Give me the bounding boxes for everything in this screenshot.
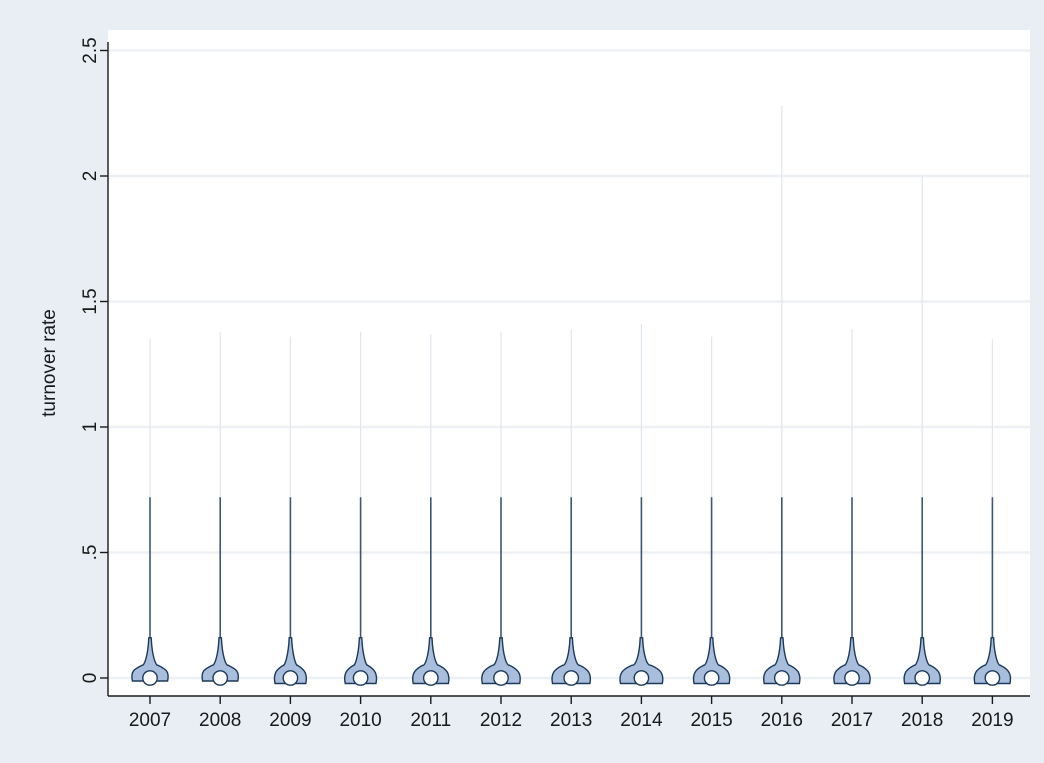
median-marker bbox=[984, 670, 1001, 686]
gridlines bbox=[109, 49, 1030, 680]
x-tick-label: 2015 bbox=[690, 710, 732, 731]
x-tick-label: 2014 bbox=[620, 710, 663, 731]
violin-body bbox=[344, 637, 378, 685]
median-marker bbox=[352, 670, 369, 686]
violin-body bbox=[201, 637, 239, 682]
x-tick-label: 2012 bbox=[480, 710, 522, 731]
violin-2008 bbox=[201, 331, 239, 686]
plot-area bbox=[108, 30, 1030, 696]
x-tick-label: 2018 bbox=[901, 710, 943, 731]
violin-2016 bbox=[763, 105, 801, 686]
median-marker bbox=[422, 670, 439, 686]
y-tick-label: 0 bbox=[80, 673, 101, 684]
axes: 0 .5 1 1.5 2 2.5 2007 2008 2009 2010 2011 2012 2013 2… bbox=[80, 37, 1030, 731]
median-marker bbox=[493, 670, 509, 686]
median-marker bbox=[844, 670, 860, 686]
violin-2010 bbox=[344, 331, 378, 686]
violin-2018 bbox=[903, 176, 941, 686]
violin-2007 bbox=[131, 339, 169, 686]
violin-body bbox=[481, 637, 521, 685]
violin-body bbox=[273, 637, 307, 685]
violin-body bbox=[973, 637, 1012, 685]
x-tick-label: 2007 bbox=[129, 710, 171, 731]
x-tick-label: 2009 bbox=[269, 710, 311, 731]
violin-body bbox=[692, 637, 731, 685]
x-tick-label: 2017 bbox=[831, 710, 873, 731]
violin-body bbox=[619, 637, 664, 685]
y-tick-label: .5 bbox=[80, 545, 101, 561]
median-marker bbox=[563, 670, 580, 686]
violin-2019 bbox=[973, 339, 1012, 686]
median-marker bbox=[282, 670, 299, 686]
median-marker bbox=[703, 670, 720, 686]
violin-body bbox=[551, 637, 592, 685]
violin-2015 bbox=[692, 336, 731, 686]
median-marker bbox=[773, 670, 790, 686]
y-tick-label: 2.5 bbox=[80, 37, 101, 63]
violin-2012 bbox=[481, 331, 521, 686]
violin-2014 bbox=[619, 324, 664, 686]
violins bbox=[131, 105, 1012, 686]
x-tick-label: 2008 bbox=[199, 710, 241, 731]
x-tick-label: 2016 bbox=[761, 710, 803, 731]
median-marker bbox=[212, 670, 229, 686]
x-tick-label: 2013 bbox=[550, 710, 592, 731]
x-tick-label: 2019 bbox=[971, 710, 1013, 731]
x-tick-label: 2010 bbox=[339, 710, 381, 731]
median-marker bbox=[914, 670, 931, 686]
violin-2013 bbox=[551, 329, 592, 686]
violin-2009 bbox=[273, 336, 307, 686]
violin-body bbox=[131, 637, 169, 682]
violin-body bbox=[412, 637, 450, 685]
violin-2011 bbox=[412, 334, 450, 686]
y-tick-label: 1.5 bbox=[80, 288, 101, 314]
violin-body bbox=[763, 637, 801, 685]
y-tick-label: 1 bbox=[80, 422, 101, 433]
violin-body bbox=[833, 637, 871, 685]
violin-body bbox=[903, 637, 941, 685]
median-marker bbox=[633, 670, 650, 686]
y-tick-label: 2 bbox=[80, 171, 101, 182]
median-marker bbox=[142, 670, 158, 686]
y-axis-title: turnover rate bbox=[39, 309, 60, 417]
x-tick-label: 2011 bbox=[410, 710, 451, 731]
violin-2017 bbox=[833, 329, 871, 686]
